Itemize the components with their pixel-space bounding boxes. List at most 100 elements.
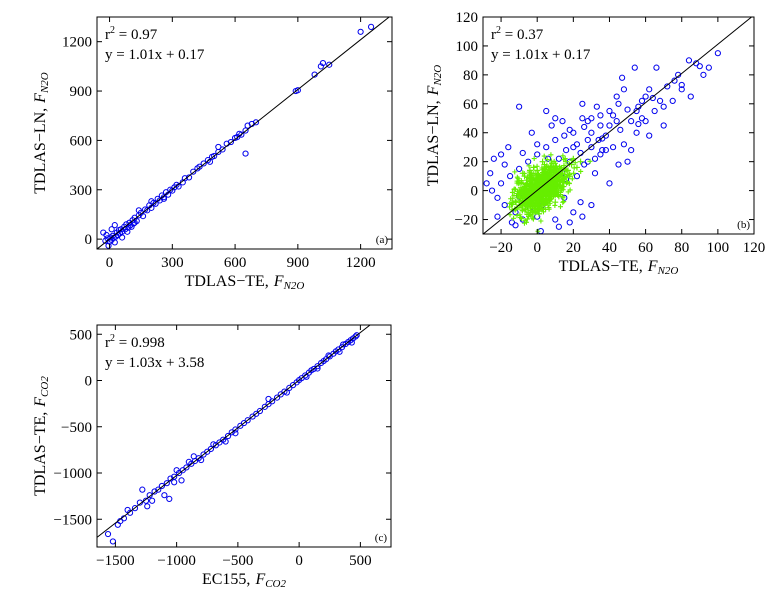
y-tick-label: −500 [61,420,92,436]
data-point [242,127,249,134]
r-squared-value: = 0.97 [115,27,158,43]
data-point [570,209,577,216]
cloud-point [564,179,570,185]
y-tick-label: 0 [471,184,479,200]
data-point [319,59,327,67]
cloud-point [537,192,543,198]
cloud-point [529,176,535,182]
data-point [664,83,671,90]
data-point [570,129,577,136]
data-point [232,426,239,433]
data-point [507,173,514,180]
r-squared-exponent: 2 [496,25,501,36]
data-point [505,144,512,151]
data-point [599,146,606,154]
cloud-point [535,191,541,197]
data-point [555,155,562,162]
cloud-point [535,228,541,234]
fit-equation-annotation: y = 1.01x + 0.17 [491,47,591,63]
data-point [242,150,249,157]
cloud-point [565,172,571,178]
cloud-point [555,176,561,182]
data-point [494,194,501,201]
data-point [294,87,301,94]
data-point [190,453,197,460]
r-squared-symbol: r [105,335,110,351]
data-point [244,417,251,424]
data-point [256,407,264,415]
data-point [131,219,138,226]
data-point [119,234,126,241]
data-point [620,141,628,148]
y-axis-label-text: TDLAS−LN, [32,108,49,194]
y-axis-label-symbol: F [32,397,49,408]
plot-area [97,325,371,545]
cloud-point [517,212,523,218]
cloud-point [544,157,550,163]
data-point [185,458,192,465]
cloud-point [551,158,557,164]
cloud-point [543,177,549,183]
x-axis-label-symbol: F [647,258,658,275]
data-point [488,187,496,194]
data-point [591,155,599,162]
data-point [597,122,604,129]
data-point [326,61,333,68]
r-squared-symbol: r [491,27,496,43]
data-point [573,141,581,148]
data-point [211,152,218,160]
y-tick-label: 300 [70,183,93,199]
data-point [584,118,591,125]
data-point [615,161,622,168]
data-point [232,430,239,437]
cloud-point [554,167,560,173]
data-point [631,64,638,71]
cloud-point [554,186,560,192]
data-point [348,339,355,346]
data-point [696,63,703,70]
axes-frame [96,16,393,250]
data-point [100,229,107,236]
data-point [552,136,559,144]
data-point [173,467,180,474]
cloud-point [540,192,546,198]
data-point [588,115,595,122]
cloud-point [531,210,537,216]
x-tick-label: 500 [349,553,372,569]
cloud-point [558,192,564,198]
cloud-point [537,181,543,187]
y-axis-label: TDLAS−TE, FCO2 [32,376,51,496]
cloud-point [571,165,577,171]
data-point [525,158,532,165]
x-axis-label-text: TDLAS−TE, [559,258,643,275]
data-point [617,126,624,133]
data-point [620,86,628,93]
data-point [597,112,604,119]
data-point [273,394,281,401]
panel-label: (a) [376,234,389,246]
cloud-point [507,212,513,218]
data-point [615,100,622,107]
y-tick-label: 80 [463,68,478,84]
cloud-point [552,183,558,189]
data-point [171,479,178,486]
data-point [678,81,685,89]
cloud-point [572,160,578,166]
data-point [579,213,586,220]
data-point [561,132,568,139]
cloud-point [512,169,518,175]
x-tick-label: 120 [743,240,766,256]
data-point [151,488,158,495]
cloud-point [508,196,514,202]
y-axis-label: TDLAS−LN, FN2O [32,72,51,194]
data-point [570,144,577,151]
x-tick-label: −1500 [96,553,134,569]
data-point [516,165,523,172]
data-point [222,438,229,445]
data-point [646,86,653,93]
x-tick-label: 600 [224,255,247,271]
x-tick-label: 60 [638,240,653,256]
data-point [633,129,640,136]
data-point [543,144,550,151]
data-point [624,158,631,165]
